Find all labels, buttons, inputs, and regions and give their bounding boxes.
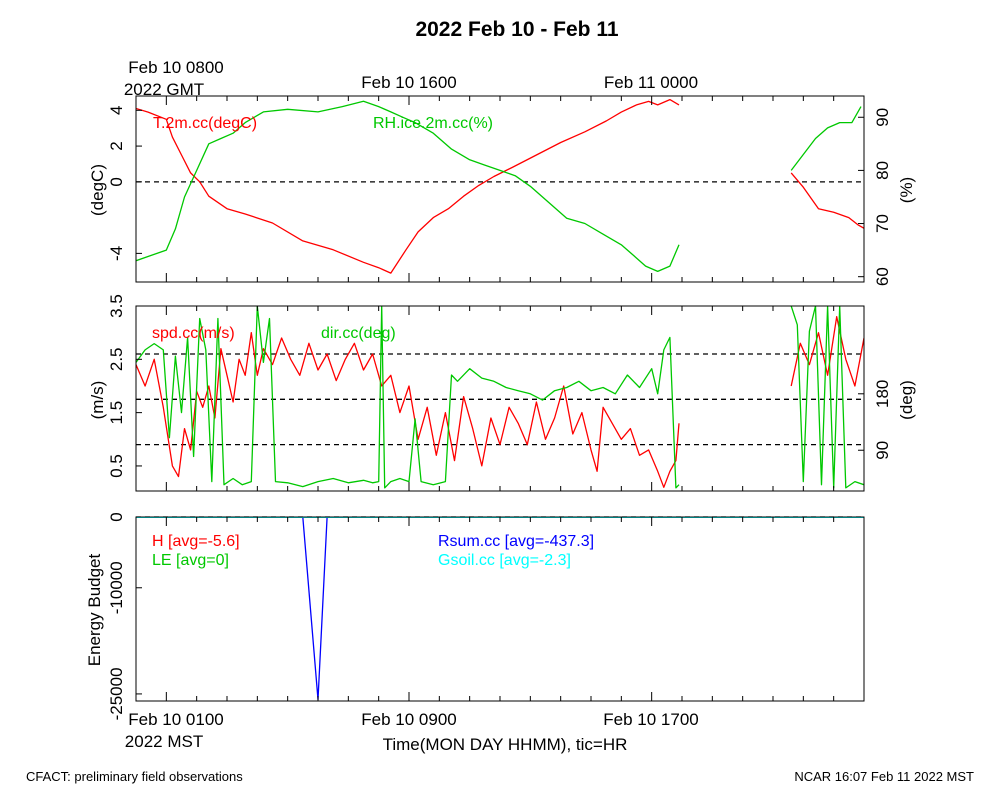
panel-0-left-tick-label: -4	[107, 246, 126, 261]
panel-1-left-tick-label: 2.5	[107, 347, 126, 371]
bottom-time-label-0-date: Feb 10 0100	[128, 710, 223, 729]
panel-wind: 3.5 2.5 1.5 0.5 180 90	[107, 294, 892, 492]
panel-0-series-1-segment-0	[136, 100, 680, 273]
panel-2-left-tick-label: -10000	[107, 561, 126, 614]
panel-1-series-1-segment-0	[136, 306, 680, 489]
panel-1-right-ylabel: (deg)	[897, 380, 916, 420]
bottom-time-label-1-date: Feb 10 0900	[361, 710, 456, 729]
panel-1-series-1-segment-1	[790, 306, 864, 489]
top-time-label-0-date: Feb 10 0800	[128, 58, 223, 77]
panel-energy-budget: 0 -10000 -25000	[107, 512, 865, 720]
panel-0-series-0-segment-1	[790, 172, 864, 229]
legend-le: LE [avg=0]	[152, 552, 229, 569]
panel-1-left-tick-label: 1.5	[107, 401, 126, 425]
panel-0-series-0-segment-0	[136, 98, 680, 274]
panel-0-left-ylabel: (degC)	[88, 164, 107, 216]
top-time-label-0-year: 2022 GMT	[124, 80, 204, 99]
legend-direction: dir.cc(deg)	[321, 325, 396, 342]
legend-temperature: T.2m.cc(degC)	[153, 115, 257, 132]
panel-0-right-tick-label: 70	[873, 214, 892, 233]
chart-title: 2022 Feb 10 - Feb 11	[415, 18, 618, 41]
panel-1-right-tick-label: 180	[873, 380, 892, 408]
bottom-time-label-2-date: Feb 10 1700	[603, 710, 698, 729]
panel-2-left-ylabel: Energy Budget	[85, 553, 104, 666]
top-time-label-2-date: Feb 11 0000	[604, 73, 698, 92]
legend-rh: RH.ice.2m.cc(%)	[373, 115, 493, 132]
panel-0-series-1-segment-1	[790, 106, 862, 171]
panel-1-frame	[135, 305, 865, 492]
panel-0-right-tick-label: 60	[873, 267, 892, 286]
panel-0-left-tick-label: 4	[107, 106, 126, 115]
panel-temperature-rh: 4 2 0 -4 90 80 70 60	[107, 95, 892, 286]
panel-0-right-ylabel: (%)	[897, 177, 916, 203]
footer-left: CFACT: preliminary field observations	[26, 769, 243, 784]
panel-1-right-tick-label: 90	[873, 441, 892, 460]
x-axis-label: Time(MON DAY HHMM), tic=HR	[383, 735, 628, 754]
panel-0-right-tick-label: 90	[873, 108, 892, 127]
legend-speed: spd.cc(m/s)	[152, 325, 235, 342]
panel-2-left-tick-label: 0	[107, 512, 126, 521]
panel-0-right-tick-label: 80	[873, 161, 892, 180]
panel-1-series-0-segment-1	[790, 316, 864, 387]
legend-gsoil: Gsoil.cc [avg=-2.3]	[438, 552, 571, 569]
panel-1-left-tick-label: 3.5	[107, 294, 126, 318]
bottom-time-label-0-year: 2022 MST	[125, 732, 203, 751]
legend-rsum: Rsum.cc [avg=-437.3]	[438, 533, 594, 550]
panel-0-left-tick-label: 0	[107, 177, 126, 186]
panel-1-left-tick-label: 0.5	[107, 454, 126, 478]
footer-right: NCAR 16:07 Feb 11 2022 MST	[794, 769, 974, 784]
panel-1-series-0-segment-0	[136, 332, 680, 488]
legend-h: H [avg=-5.6]	[152, 533, 240, 550]
panel-0-left-tick-label: 2	[107, 141, 126, 150]
panel-2-left-tick-label: -25000	[107, 667, 126, 720]
top-time-label-1-date: Feb 10 1600	[361, 73, 456, 92]
panel-1-left-ylabel: (m/s)	[88, 381, 107, 420]
